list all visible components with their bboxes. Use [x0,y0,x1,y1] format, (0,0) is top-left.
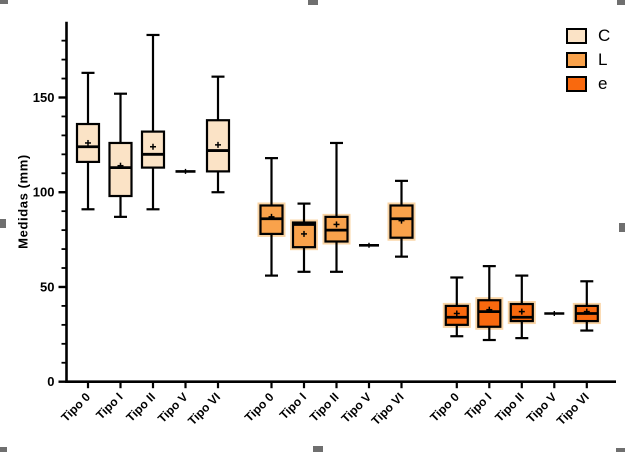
x-category-label: Tipo I [93,390,125,422]
boxplot-L-tipo-vi [387,179,416,258]
selection-handle-right-middle[interactable] [619,223,625,232]
legend-label: L [598,50,608,69]
legend-label: e [598,74,608,93]
x-category-label: Tipo 0 [427,390,462,425]
boxplot-e-tipo-i [475,265,504,342]
selection-handle-top-left[interactable] [0,0,8,4]
x-category-label: Tipo VI [185,390,223,428]
boxplot-C-tipo-v [175,168,196,174]
iqr-box [108,141,133,198]
x-category-label: Tipo II [492,390,527,425]
x-category-label: Tipo V [338,390,374,426]
selection-handle-bottom-left[interactable] [0,447,7,452]
y-tick-label: 0 [47,374,54,389]
legend-item-L: L [566,51,610,68]
boxplot-e-tipo-0 [442,276,471,338]
boxplot-C-tipo-vi [205,75,231,194]
x-category-label: Tipo I [462,390,494,422]
selection-handle-top-right[interactable] [617,0,625,5]
boxplot-e-tipo-v [544,310,565,316]
boxplot-C-tipo-i [108,92,133,218]
selection-handle-bottom-center[interactable] [313,446,323,452]
x-category-label: Tipo 0 [242,390,277,425]
legend-item-C: C [566,27,610,44]
legend-item-e: e [566,75,610,92]
boxplot-L-tipo-0 [257,157,286,277]
selection-handle-left-middle[interactable] [0,219,6,228]
iqr-box [477,299,502,328]
legend-swatch-e [566,75,587,92]
boxplot-e-tipo-vi [572,280,601,332]
boxplot-e-tipo-ii [507,274,536,340]
x-category-label: Tipo VI [369,390,407,428]
boxplot-C-tipo-ii [140,33,166,211]
legend-label: C [598,26,611,45]
selection-handle-bottom-right[interactable] [616,448,625,452]
selection-handle-top-center[interactable] [308,0,318,5]
x-category-label: Tipo II [307,390,342,425]
y-tick-label: 150 [33,90,55,105]
legend-swatch-L [566,51,587,68]
y-tick-label: 100 [33,185,55,200]
x-category-label: Tipo 0 [58,390,93,425]
boxplot-C-tipo-0 [75,71,101,211]
legend-swatch-C [566,27,587,44]
y-tick-label: 50 [40,279,54,294]
y-axis-title: Medidas (mm) [15,154,31,249]
x-category-label: Tipo V [524,390,560,426]
x-category-label: Tipo I [277,390,309,422]
boxplot-L-tipo-v [359,242,379,248]
x-category-label: Tipo VI [554,390,592,428]
x-category-label: Tipo II [123,390,158,425]
boxplot-L-tipo-i [290,202,318,273]
boxplot-L-tipo-ii [322,141,351,273]
x-category-label: Tipo V [155,390,191,426]
